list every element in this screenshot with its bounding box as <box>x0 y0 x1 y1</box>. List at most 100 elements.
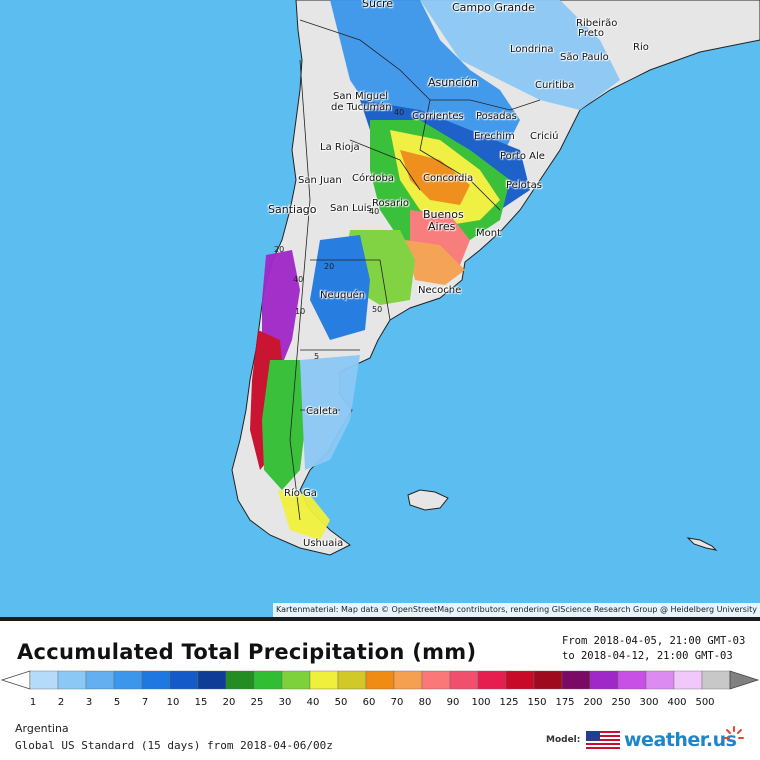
city-label: Buenos <box>423 208 464 221</box>
color-scale-ticks: 1 2 3 5 7 10 15 20 25 30 40 50 60 70 80 90 100 125 150 175 2… <box>0 697 760 711</box>
scale-swatch <box>253 670 283 690</box>
city-label: Aires <box>428 220 456 233</box>
scale-swatch <box>617 670 647 690</box>
map-attribution: Kartenmaterial: Map data © OpenStreetMap… <box>272 603 760 617</box>
color-scale-bar <box>0 670 760 690</box>
scale-tick-label: 7 <box>141 697 149 708</box>
contour-label: 10 <box>295 307 306 316</box>
scale-swatch <box>393 670 423 690</box>
contour-label: 5 <box>314 352 320 361</box>
scale-tick-label: 70 <box>390 697 404 708</box>
scale-tick-label: 15 <box>194 697 208 708</box>
scale-tick-label: 125 <box>499 697 519 708</box>
city-label: Curitiba <box>535 80 575 91</box>
city-label: Rosario <box>372 198 409 209</box>
brand-logo-text[interactable]: weather.us <box>624 729 737 751</box>
scale-swatch <box>113 670 143 690</box>
contour-label: 40 <box>293 275 304 284</box>
map-canvas <box>231 0 760 556</box>
period-from: From 2018-04-05, 21:00 GMT-03 <box>562 635 746 647</box>
scale-swatch <box>477 670 507 690</box>
scale-swatch <box>589 670 619 690</box>
borders <box>289 19 541 521</box>
city-label: Mont <box>476 228 502 239</box>
scale-tick-label: 1 <box>29 697 37 708</box>
falkland-islands <box>407 489 449 511</box>
scale-tick-label: 400 <box>667 697 687 708</box>
scale-swatch <box>449 670 479 690</box>
precip-orange-pampas <box>405 240 465 285</box>
city-label: La Rioja <box>320 142 360 153</box>
scale-tick-label: 150 <box>527 697 547 708</box>
city-label: Porto Ale <box>500 151 545 162</box>
precip-blue-pampas <box>310 235 370 340</box>
scale-swatch <box>281 670 311 690</box>
scale-tick-label: 90 <box>446 697 460 708</box>
precip-layer <box>250 0 620 540</box>
city-label: Campo Grande <box>452 1 535 14</box>
precip-blue-patagonia <box>300 355 360 470</box>
scale-tick-label: 10 <box>166 697 180 708</box>
city-label: Pelotas <box>506 180 542 191</box>
precip-green-patagonia <box>262 360 306 490</box>
scale-arrow-high <box>729 670 760 690</box>
precipitation-map[interactable]: Sucre Campo Grande Ribeirão Preto Londri… <box>0 0 760 617</box>
scale-swatch <box>141 670 171 690</box>
scale-swatch <box>701 670 731 690</box>
city-label: San Juan <box>298 175 342 186</box>
city-label: San Luis <box>330 203 372 214</box>
map-frame-divider <box>0 617 760 621</box>
scale-tick-label: 80 <box>418 697 432 708</box>
scale-tick-label: 500 <box>695 697 715 708</box>
city-label: Necoche <box>418 285 462 296</box>
scale-tick-label: 50 <box>334 697 348 708</box>
contour-label: 20 <box>274 245 285 254</box>
period-to: to 2018-04-12, 21:00 GMT-03 <box>562 650 733 662</box>
city-label: Santiago <box>268 203 317 216</box>
model-run-info: Global US Standard (15 days) from 2018-0… <box>15 739 333 752</box>
precip-lightblue-north <box>420 0 620 110</box>
city-label: de Tucumán <box>331 102 392 113</box>
city-label: Corrientes <box>412 111 464 122</box>
scale-tick-label: 300 <box>639 697 659 708</box>
contour-label: 20 <box>324 262 335 271</box>
city-label: Rio <box>633 42 649 53</box>
scale-swatch <box>85 670 115 690</box>
landmass <box>231 0 760 556</box>
scale-swatch <box>29 670 59 690</box>
region-name: Argentina <box>15 722 69 735</box>
city-label: Criciú <box>530 131 559 142</box>
contour-label: 50 <box>372 305 383 314</box>
us-flag-icon <box>586 731 620 751</box>
scale-swatch <box>365 670 395 690</box>
model-label: Model: <box>546 735 581 745</box>
scale-swatch <box>645 670 675 690</box>
scale-arrow-low <box>0 670 31 690</box>
south-georgia <box>686 537 718 551</box>
scale-tick-label: 200 <box>583 697 603 708</box>
precip-blue-north <box>330 0 520 170</box>
city-label: Río Ga <box>284 488 317 499</box>
scale-swatch <box>673 670 703 690</box>
scale-tick-label: 40 <box>306 697 320 708</box>
scale-swatch <box>57 670 87 690</box>
precip-yellow-tierra <box>278 490 330 540</box>
city-label: Sucre <box>362 0 394 10</box>
scale-swatch <box>421 670 451 690</box>
sun-logo-icon <box>724 726 744 739</box>
city-label: San Miguel <box>333 91 389 102</box>
city-label: Asunción <box>428 76 479 89</box>
scale-tick-label: 2 <box>57 697 65 708</box>
contour-label: 40 <box>394 108 405 117</box>
city-label: Caleta <box>306 406 339 417</box>
scale-swatch <box>169 670 199 690</box>
chart-title: Accumulated Total Precipitation (mm) <box>17 640 477 664</box>
scale-tick-label: 60 <box>362 697 376 708</box>
city-label: Preto <box>578 28 604 39</box>
scale-swatch <box>337 670 367 690</box>
legend-panel: Accumulated Total Precipitation (mm) Fro… <box>0 621 760 760</box>
contour-label: 40 <box>369 207 380 216</box>
scale-tick-label: 175 <box>555 697 575 708</box>
scale-tick-label: 25 <box>250 697 264 708</box>
scale-tick-label: 100 <box>471 697 491 708</box>
